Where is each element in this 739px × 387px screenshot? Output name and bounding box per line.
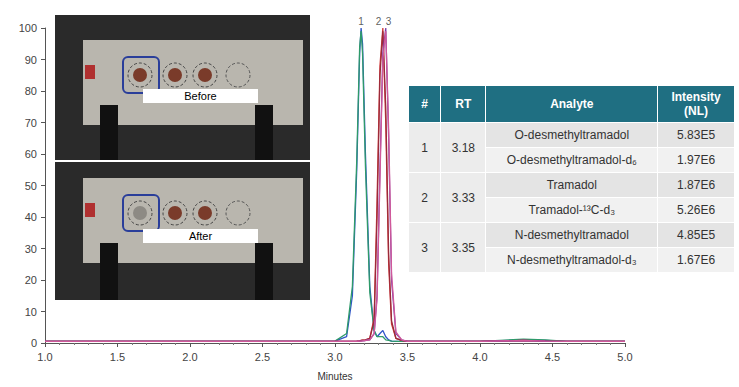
svg-text:4.5: 4.5 <box>545 351 560 363</box>
svg-text:2.0: 2.0 <box>182 351 197 363</box>
html-text:RT: RT <box>455 97 472 111</box>
html-text:4.85E5: 4.85E5 <box>677 228 716 242</box>
svg-text:50: 50 <box>25 180 37 192</box>
html-text:1: 1 <box>421 140 428 155</box>
html-text:3.35: 3.35 <box>451 240 475 255</box>
html-text:3: 3 <box>421 240 428 255</box>
svg-text:0: 0 <box>31 337 37 349</box>
html-text:1.97E6: 1.97E6 <box>677 153 716 167</box>
html-text:3.33: 3.33 <box>451 190 475 205</box>
svg-text:1: 1 <box>358 16 364 27</box>
html-text:O-desmethyltramadol: O-desmethyltramadol <box>514 128 630 142</box>
html-text:5.26E6: 5.26E6 <box>677 203 716 217</box>
html-text:Tramadol: Tramadol <box>546 178 597 192</box>
html-text:N-desmethyltramadol-d₃: N-desmethyltramadol-d₃ <box>507 253 637 267</box>
svg-text:70: 70 <box>25 117 37 129</box>
html-text:2: 2 <box>421 190 428 205</box>
svg-text:3.0: 3.0 <box>327 351 342 363</box>
svg-text:30: 30 <box>25 243 37 255</box>
svg-text:90: 90 <box>25 54 37 66</box>
html-text:N-desmethyltramadol: N-desmethyltramadol <box>514 228 629 242</box>
html-text:1.87E6: 1.87E6 <box>677 178 716 192</box>
html-text:O-desmethyltramadol-d₆: O-desmethyltramadol-d₆ <box>506 153 637 167</box>
html-text:Analyte: Analyte <box>550 97 594 111</box>
svg-text:20: 20 <box>25 274 37 286</box>
html-text:After: After <box>188 230 213 242</box>
html-text:5.83E5: 5.83E5 <box>677 128 716 142</box>
svg-text:10: 10 <box>25 306 37 318</box>
svg-text:3.5: 3.5 <box>400 351 415 363</box>
svg-text:1.5: 1.5 <box>110 351 125 363</box>
svg-text:100: 100 <box>19 22 37 34</box>
svg-text:2.5: 2.5 <box>255 351 270 363</box>
svg-text:60: 60 <box>25 148 37 160</box>
svg-text:80: 80 <box>25 85 37 97</box>
html-text:Intensity (NL): Intensity (NL) <box>671 90 721 118</box>
svg-text:5.0: 5.0 <box>617 351 632 363</box>
svg-text:Minutes: Minutes <box>317 371 352 382</box>
html-text:3.18: 3.18 <box>451 140 475 155</box>
svg-text:2: 2 <box>376 16 382 27</box>
html-text:Tramadol-¹³C-d₃: Tramadol-¹³C-d₃ <box>528 203 615 217</box>
html-text:Before: Before <box>184 90 217 102</box>
svg-text:1.0: 1.0 <box>37 351 52 363</box>
svg-text:4.0: 4.0 <box>472 351 487 363</box>
svg-text:3: 3 <box>386 16 392 27</box>
html-text:1.67E6: 1.67E6 <box>677 253 716 267</box>
svg-text:40: 40 <box>25 211 37 223</box>
